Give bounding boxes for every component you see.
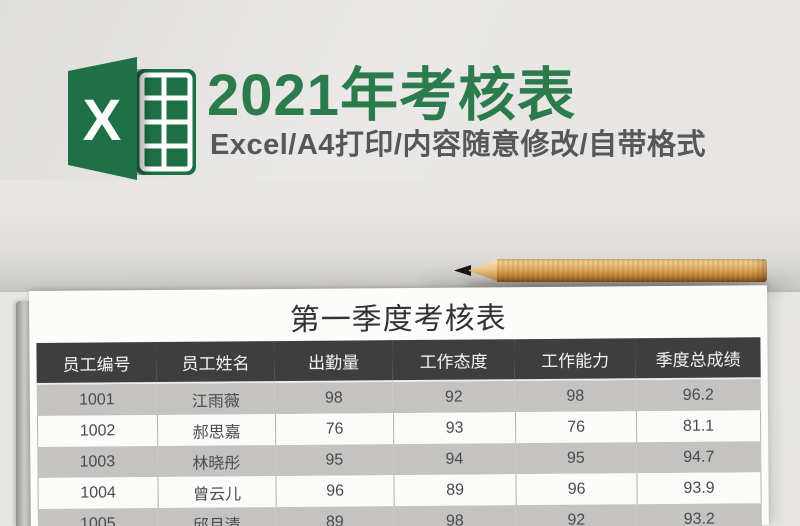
pencil-body xyxy=(497,259,767,282)
excel-logo-svg: X xyxy=(68,57,196,180)
table-cell: 1005 xyxy=(37,507,158,526)
table-cell: 93.9 xyxy=(636,472,762,505)
column-header: 出勤量 xyxy=(274,340,393,384)
table-cell: 96 xyxy=(515,473,637,506)
column-header: 季度总成绩 xyxy=(635,337,761,381)
table-cell: 1001 xyxy=(36,383,157,416)
table-cell: 89 xyxy=(393,474,516,507)
paper-stack-edge xyxy=(16,301,31,526)
table-cell: 92 xyxy=(515,504,637,526)
sheet-title: 第一季度考核表 xyxy=(289,302,507,337)
table-cell: 1002 xyxy=(36,414,158,447)
table-cell: 96.2 xyxy=(635,379,761,412)
column-header: 员工姓名 xyxy=(156,341,275,384)
table-cell: 92 xyxy=(392,381,515,414)
table-cell: 81.1 xyxy=(635,410,762,443)
table-cell: 76 xyxy=(514,411,637,444)
column-header: 工作能力 xyxy=(514,338,636,382)
excel-logo-icon: X xyxy=(60,53,200,187)
table-cell: 76 xyxy=(274,413,394,446)
table-cell: 邱月清 xyxy=(157,507,276,526)
column-header: 工作态度 xyxy=(392,339,515,383)
table-cell: 95 xyxy=(275,444,394,477)
table-cell: 89 xyxy=(275,506,394,526)
pencil-image xyxy=(454,259,767,282)
pencil-shadow xyxy=(462,281,768,289)
table-cell: 94 xyxy=(393,443,516,476)
table-cell: 93 xyxy=(392,412,516,445)
paper-sheet: 第一季度考核表 员工编号 员工姓名 出勤量 工作态度 工作能力 季度总成绩 10… xyxy=(29,285,769,526)
table-cell: 93.2 xyxy=(636,503,762,526)
table-cell: 1004 xyxy=(37,476,158,509)
table-cell: 98 xyxy=(274,382,393,415)
page-title: 2021年考核表 xyxy=(207,63,577,128)
table-cell: 郝思嘉 xyxy=(156,414,276,446)
assessment-table: 员工编号 员工姓名 出勤量 工作态度 工作能力 季度总成绩 1001 江雨薇 9… xyxy=(36,337,762,526)
column-header: 员工编号 xyxy=(36,342,157,385)
table-cell: 94.7 xyxy=(636,441,762,474)
logo-letter: X xyxy=(83,88,122,153)
table-header-row: 员工编号 员工姓名 出勤量 工作态度 工作能力 季度总成绩 xyxy=(36,337,761,385)
table-cell: 曾云儿 xyxy=(157,476,276,508)
table-cell: 98 xyxy=(514,380,636,413)
pencil-wood-tip xyxy=(468,259,499,282)
table-cell: 95 xyxy=(515,442,637,475)
table-cell: 96 xyxy=(275,475,394,508)
pencil-lead-tip xyxy=(454,265,471,276)
page-subtitle: Excel/A4打印/内容随意修改/自带格式 xyxy=(210,129,707,161)
table-cell: 1003 xyxy=(37,445,158,478)
table-cell: 江雨薇 xyxy=(156,383,275,415)
table-cell: 98 xyxy=(393,505,516,526)
table-cell: 林晓彤 xyxy=(157,445,276,477)
